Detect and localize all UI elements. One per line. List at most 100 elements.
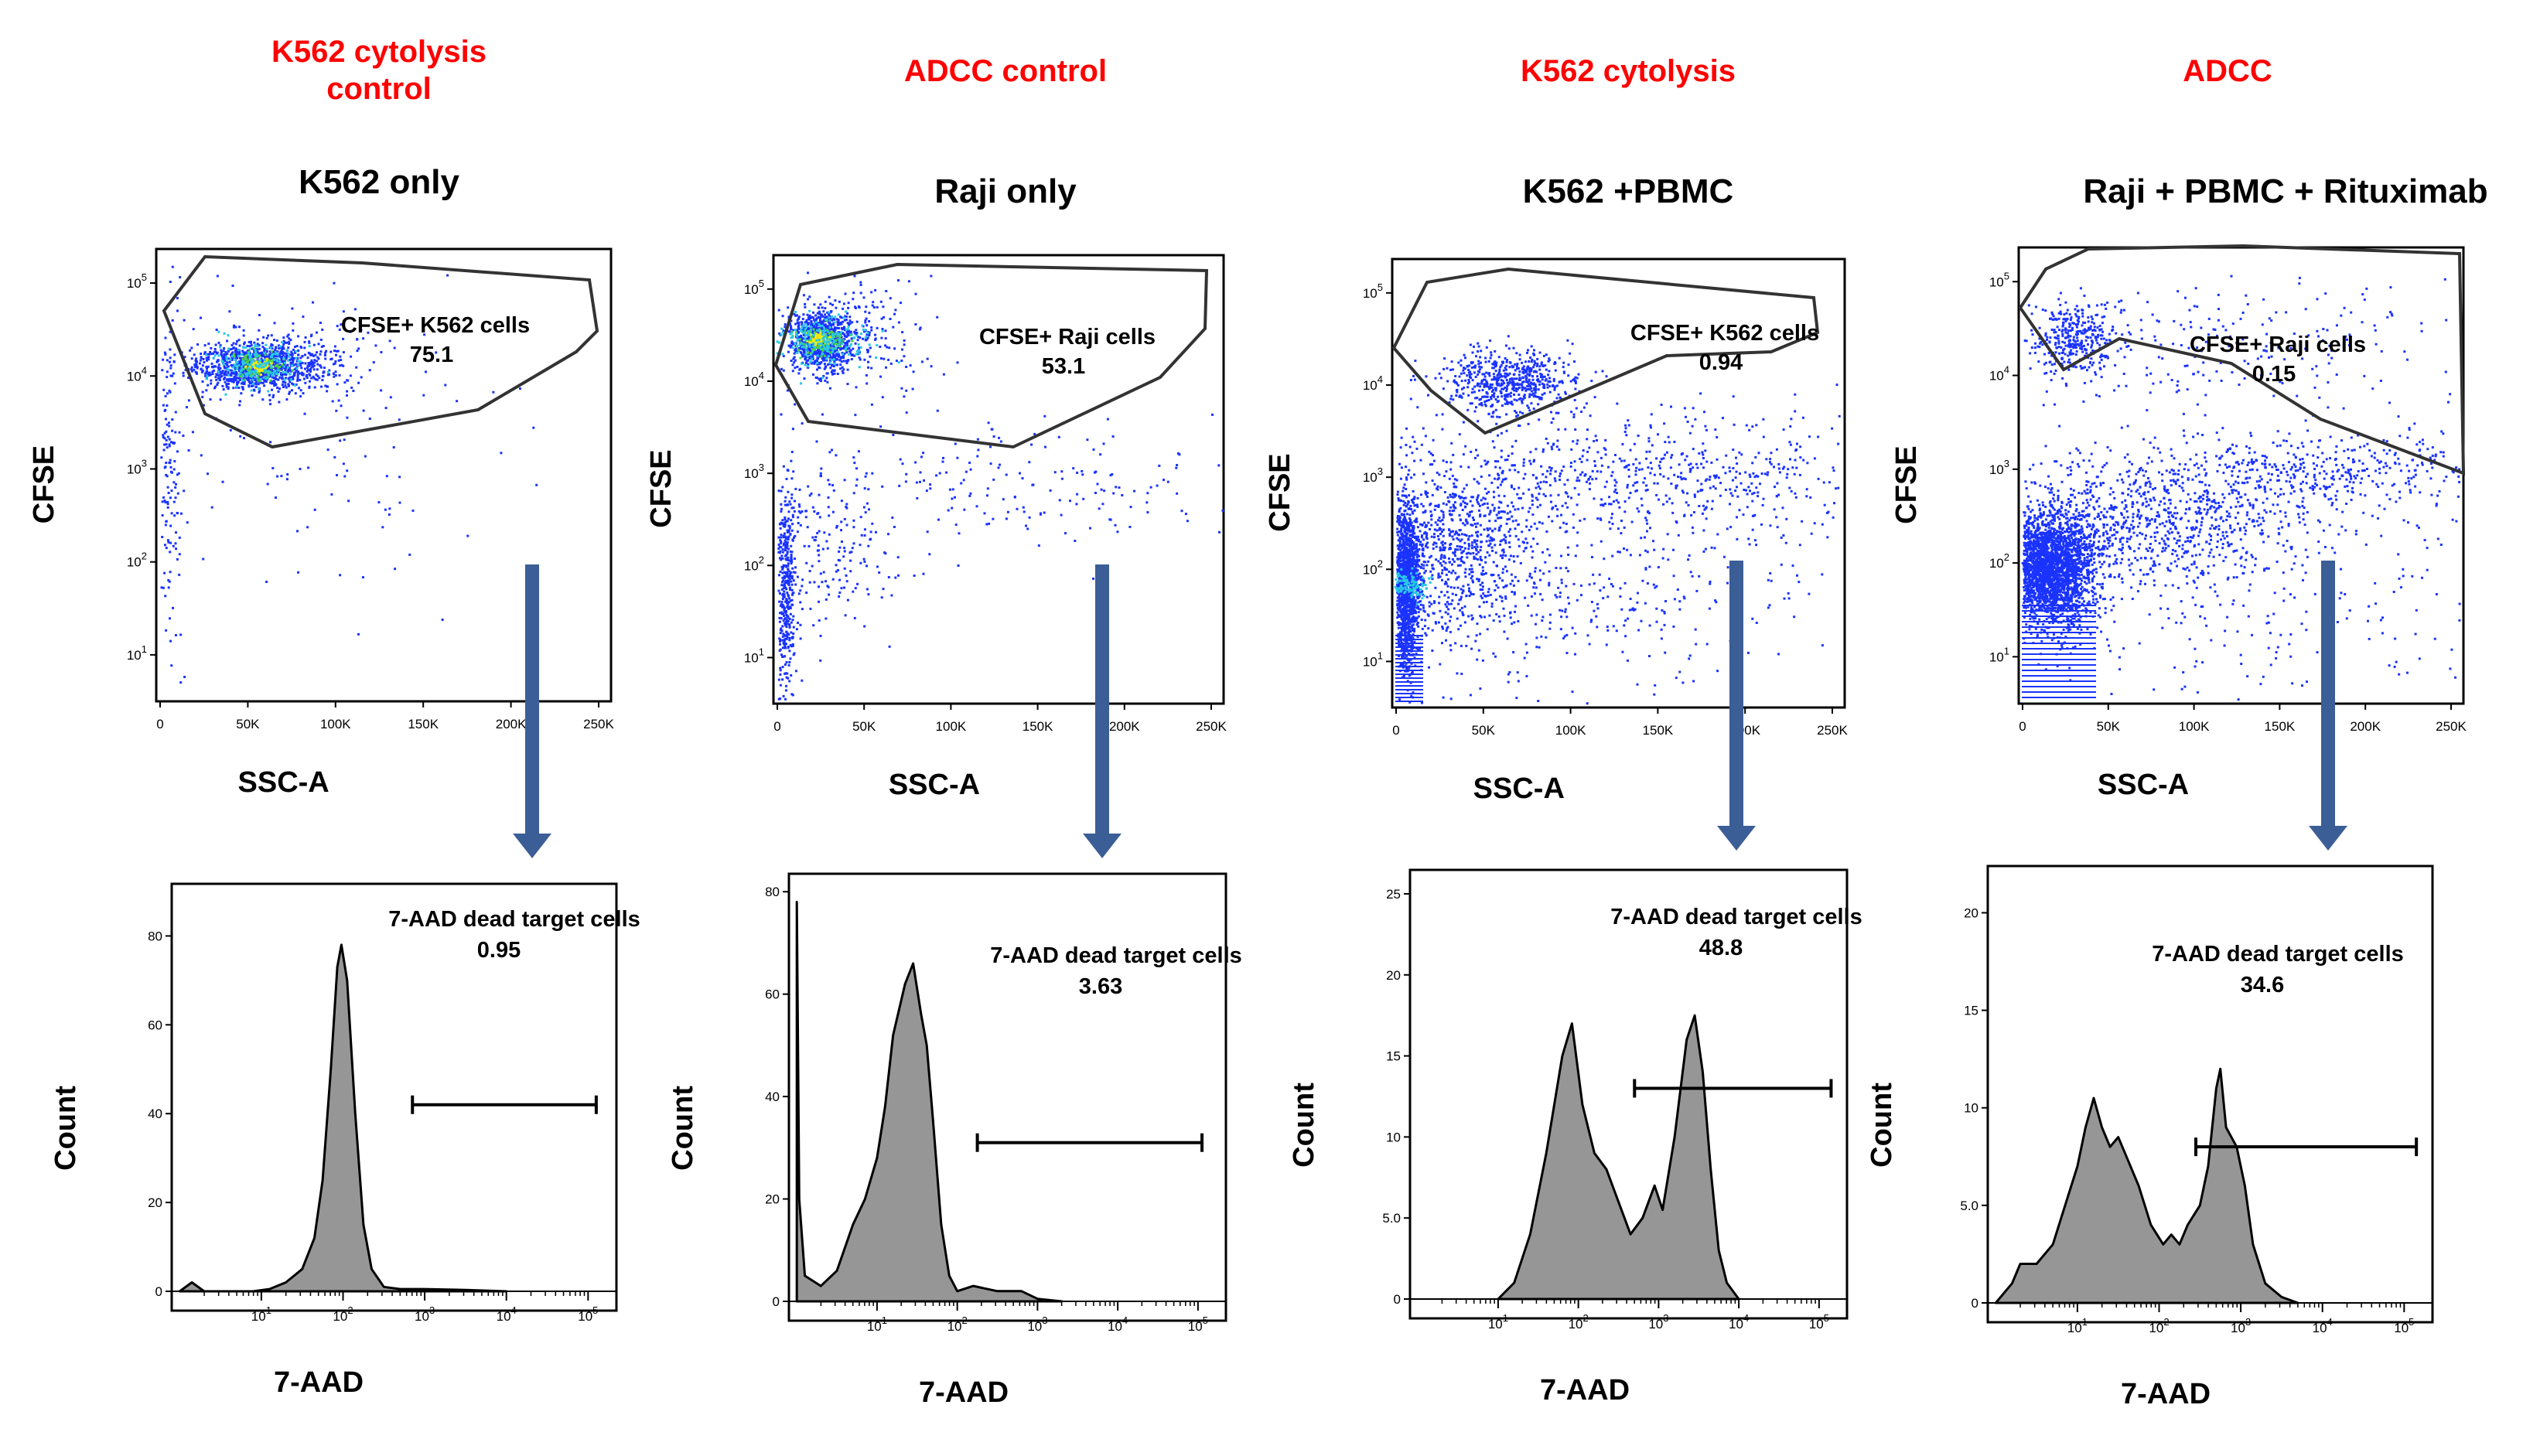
event-dot xyxy=(864,321,867,324)
event-dot xyxy=(840,500,843,503)
event-dot xyxy=(165,629,168,632)
event-dot xyxy=(786,552,789,555)
event-dot xyxy=(852,456,855,459)
y-tick-label: 104 xyxy=(744,370,764,389)
event-dot xyxy=(1546,383,1549,386)
event-dot xyxy=(827,363,830,366)
event-dot xyxy=(183,489,186,493)
event-dot xyxy=(787,663,790,667)
event-dot xyxy=(1511,381,1514,384)
event-dot xyxy=(1503,394,1506,397)
event-dot xyxy=(285,341,288,344)
event-dot-dense xyxy=(262,363,265,366)
event-dot xyxy=(162,404,165,407)
event-dot xyxy=(777,543,780,546)
event-dot xyxy=(783,609,786,612)
event-dot xyxy=(290,350,293,353)
event-dot xyxy=(288,390,292,394)
event-dot xyxy=(865,472,868,475)
event-dot xyxy=(309,373,312,377)
event-dot xyxy=(166,539,169,542)
event-dot xyxy=(816,368,818,371)
event-dot xyxy=(319,353,322,356)
event-dot xyxy=(226,361,229,364)
event-dot xyxy=(899,458,902,461)
event-dot xyxy=(828,533,831,536)
event-dot-dense xyxy=(232,353,235,356)
event-dot xyxy=(1593,396,1596,399)
event-dot xyxy=(287,368,290,370)
event-dot xyxy=(811,536,814,539)
event-dot xyxy=(787,607,790,610)
event-dot xyxy=(333,375,336,378)
event-dot-dense xyxy=(821,337,824,340)
event-dot xyxy=(1505,379,1508,381)
event-dot xyxy=(1496,401,1499,404)
event-dot xyxy=(308,363,311,366)
event-dot xyxy=(881,328,884,330)
event-dot xyxy=(784,516,787,519)
event-dot xyxy=(278,347,281,350)
event-dot xyxy=(278,355,282,358)
event-dot-dense xyxy=(818,328,821,331)
event-dot xyxy=(870,367,873,370)
event-dot xyxy=(857,450,860,453)
event-dot xyxy=(162,448,166,452)
event-dot-dense xyxy=(804,329,807,332)
event-dot-dense xyxy=(819,325,822,328)
event-dot xyxy=(260,381,263,384)
event-dot xyxy=(781,603,784,606)
event-dot xyxy=(193,363,196,367)
event-dot xyxy=(781,548,784,551)
event-dot xyxy=(854,587,857,590)
event-dot xyxy=(1082,497,1085,500)
event-dot xyxy=(818,493,821,496)
event-dot xyxy=(423,333,426,336)
event-dot-dense xyxy=(250,361,253,364)
event-dot xyxy=(867,488,870,491)
event-dot xyxy=(285,386,288,389)
event-dot xyxy=(231,356,234,360)
event-dot xyxy=(299,356,302,360)
event-dot xyxy=(1576,377,1579,380)
event-dot xyxy=(1514,363,1517,366)
event-dot xyxy=(1485,346,1488,349)
event-dot xyxy=(313,386,316,389)
event-dot-dense xyxy=(242,375,244,378)
event-dot xyxy=(326,448,329,452)
event-dot xyxy=(291,352,294,355)
event-dot xyxy=(782,544,785,547)
event-dot xyxy=(1446,380,1449,383)
event-dot xyxy=(224,362,227,365)
event-dot xyxy=(1577,373,1580,376)
event-dot xyxy=(227,386,230,389)
event-dot xyxy=(821,315,824,318)
event-dot xyxy=(311,363,313,366)
event-dot xyxy=(1533,360,1536,363)
event-dot xyxy=(828,387,831,390)
event-dot xyxy=(230,348,233,350)
event-dot xyxy=(1019,472,1021,475)
event-dot xyxy=(784,546,787,549)
event-dot xyxy=(1492,389,1494,392)
event-dot-dense xyxy=(812,334,815,337)
event-dot xyxy=(279,363,282,367)
event-dot xyxy=(787,510,790,513)
event-dot xyxy=(898,484,901,487)
event-dot xyxy=(1535,385,1537,388)
event-dot xyxy=(791,645,794,647)
event-dot xyxy=(1530,360,1533,363)
event-dot-dense xyxy=(818,323,821,326)
event-dot xyxy=(788,636,791,639)
event-dot xyxy=(203,372,207,375)
event-dot xyxy=(1479,385,1482,388)
event-dot xyxy=(790,345,793,347)
event-dot xyxy=(1145,501,1149,504)
event-dot xyxy=(849,559,852,562)
event-dot xyxy=(783,582,786,585)
event-dot xyxy=(377,501,381,504)
event-dot xyxy=(781,598,784,601)
event-dot-dense xyxy=(815,339,818,342)
event-dot xyxy=(813,581,816,584)
event-dot xyxy=(1092,577,1094,580)
